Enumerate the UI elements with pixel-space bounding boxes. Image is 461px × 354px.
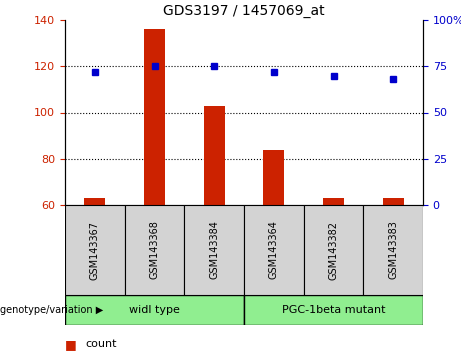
Title: GDS3197 / 1457069_at: GDS3197 / 1457069_at: [163, 4, 325, 18]
Bar: [204, 105, 225, 205]
Text: GSM143383: GSM143383: [388, 221, 398, 279]
Text: GSM143367: GSM143367: [90, 221, 100, 280]
Bar: [304, 205, 363, 295]
Text: GSM143368: GSM143368: [149, 221, 160, 279]
Bar: [263, 149, 284, 205]
Text: count: count: [86, 339, 117, 349]
Bar: [84, 198, 105, 205]
Bar: [65, 205, 124, 295]
Bar: [124, 205, 184, 295]
Text: widl type: widl type: [129, 305, 180, 315]
Bar: [383, 198, 404, 205]
Bar: [244, 295, 423, 325]
Bar: [363, 205, 423, 295]
Text: GSM143382: GSM143382: [329, 221, 338, 280]
Bar: [323, 198, 344, 205]
Bar: [184, 205, 244, 295]
Bar: [65, 295, 244, 325]
Text: ■: ■: [65, 338, 81, 351]
Bar: [244, 205, 304, 295]
Text: GSM143384: GSM143384: [209, 221, 219, 279]
Text: GSM143364: GSM143364: [269, 221, 279, 279]
Text: PGC-1beta mutant: PGC-1beta mutant: [282, 305, 385, 315]
Bar: [144, 29, 165, 205]
Text: genotype/variation ▶: genotype/variation ▶: [0, 305, 103, 315]
